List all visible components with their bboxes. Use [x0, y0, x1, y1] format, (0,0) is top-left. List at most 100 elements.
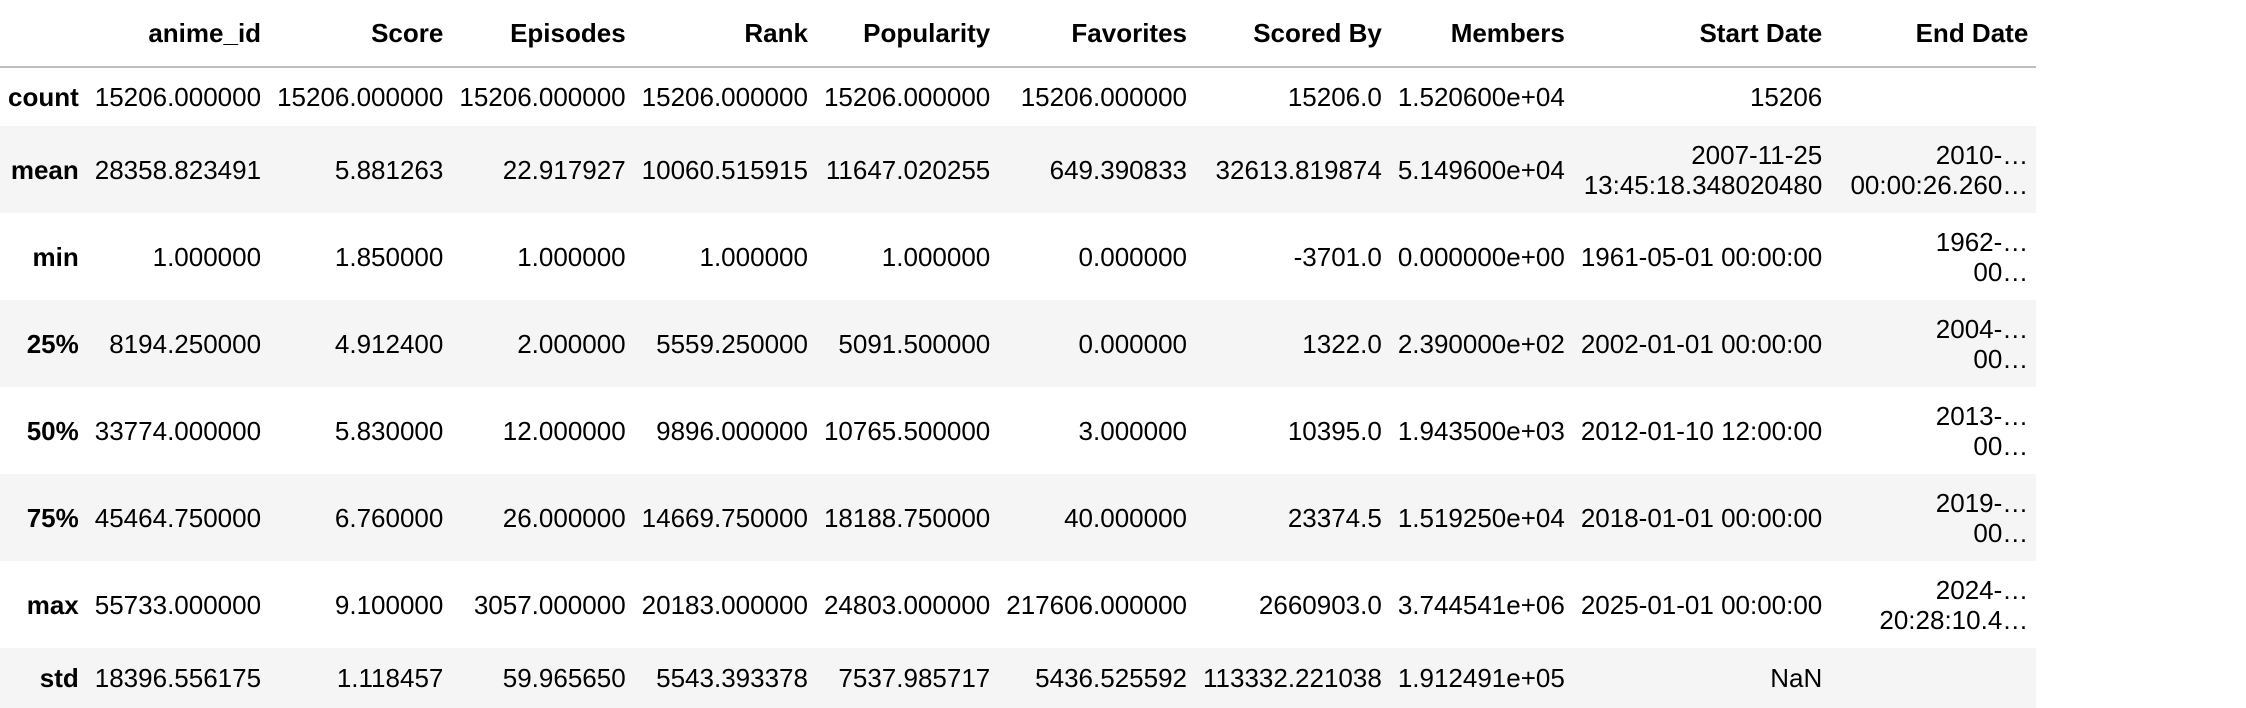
table-row: 50% 33774.000000 5.830000 12.000000 9896…	[0, 387, 2037, 474]
table-cell: 2002-01-01 00:00:00	[1580, 328, 1823, 359]
table-cell: 10395.0	[1287, 415, 1382, 446]
table-cell	[1830, 648, 2036, 708]
row-label: 50%	[26, 415, 79, 446]
table-cell: 1322.0	[1302, 328, 1382, 359]
table-cell: 15206.000000	[641, 82, 808, 112]
table-cell: 55733.000000	[94, 589, 262, 620]
table-cell: 9896.000000	[656, 415, 808, 446]
table-row: min 1.000000 1.850000 1.000000 1.000000 …	[0, 213, 2037, 300]
table-cell: 28358.823491	[94, 154, 262, 185]
table-cell: 24803.000000	[823, 589, 991, 620]
table-cell: 32613.819874	[1215, 154, 1382, 185]
table-cell: 0.000000	[1078, 241, 1187, 272]
table-cell: 1962-… 00…	[1935, 226, 2029, 287]
table-cell: 12.000000	[502, 415, 626, 446]
table-cell: 649.390833	[1049, 154, 1187, 185]
table-cell: 11647.020255	[825, 154, 991, 185]
table-cell: 15206.0	[1287, 82, 1382, 112]
table-cell: 23374.5	[1287, 502, 1382, 533]
table-cell: 15206.000000	[459, 82, 626, 112]
table-cell: 33774.000000	[94, 415, 262, 446]
table-cell: 15206.000000	[823, 82, 991, 112]
table-cell: 2019-… 00…	[1935, 487, 2029, 548]
table-cell: 18396.556175	[94, 663, 262, 693]
table-row: mean 28358.823491 5.881263 22.917927 100…	[0, 126, 2037, 213]
table-cell: 4.912400	[334, 328, 444, 359]
table-cell: 1.943500e+03	[1397, 415, 1565, 446]
index-header	[0, 0, 87, 68]
table-cell: 113332.221038	[1203, 663, 1382, 693]
table-cell: 18188.750000	[823, 502, 991, 533]
table-cell: 8194.250000	[109, 328, 262, 359]
column-header-score: Score	[269, 0, 452, 68]
table-cell: 2010-… 00:00:26.260…	[1850, 139, 2029, 200]
table-cell: 15206.000000	[1020, 82, 1187, 112]
column-header-start-date: Start Date	[1572, 0, 1831, 68]
table-cell: 5436.525592	[1035, 663, 1187, 693]
table-cell: 2660903.0	[1258, 589, 1382, 620]
table-row: 25% 8194.250000 4.912400 2.000000 5559.2…	[0, 300, 2037, 387]
column-header-popularity: Popularity	[815, 0, 999, 68]
table-cell: 5.881263	[334, 154, 444, 185]
table-cell: 2018-01-01 00:00:00	[1580, 502, 1823, 533]
table-cell: 2.390000e+02	[1397, 328, 1565, 359]
column-header-anime-id: anime_id	[86, 0, 270, 68]
table-cell	[1830, 67, 2036, 126]
table-cell: 7537.985717	[838, 663, 991, 693]
column-header-episodes: Episodes	[451, 0, 634, 68]
table-cell: 217606.000000	[1006, 589, 1187, 620]
table-row: 75% 45464.750000 6.760000 26.000000 1466…	[0, 474, 2037, 561]
table-cell: 2.000000	[517, 328, 626, 359]
table-cell: 20183.000000	[641, 589, 808, 620]
table-body: count 15206.000000 15206.000000 15206.00…	[0, 67, 2037, 708]
column-header-favorites: Favorites	[998, 0, 1195, 68]
table-cell: 15206.000000	[277, 82, 444, 112]
table-cell: 3.744541e+06	[1397, 589, 1565, 620]
column-header-scored-by: Scored By	[1195, 0, 1390, 68]
table-row: count 15206.000000 15206.000000 15206.00…	[0, 67, 2037, 126]
table-row: std 18396.556175 1.118457 59.965650 5543…	[0, 648, 2037, 708]
table-cell: 5091.500000	[838, 328, 991, 359]
column-header-rank: Rank	[633, 0, 816, 68]
table-cell: 10060.515915	[641, 154, 808, 185]
row-label: 25%	[26, 328, 79, 359]
table-cell: 1.520600e+04	[1397, 82, 1565, 112]
table-cell: 15206.000000	[94, 82, 262, 112]
header-row: anime_id Score Episodes Rank Popularity …	[0, 0, 2037, 68]
row-label: min	[32, 241, 79, 272]
table-cell: 2024-… 20:28:10.4…	[1879, 574, 2029, 635]
table-cell: 2007-11-25 13:45:18.348020480	[1583, 139, 1823, 200]
row-label: max	[26, 589, 79, 620]
table-cell: 2013-… 00…	[1935, 400, 2029, 461]
table-cell: 22.917927	[502, 154, 626, 185]
table-cell: 1961-05-01 00:00:00	[1580, 241, 1823, 272]
row-label: mean	[10, 154, 79, 185]
table-cell: 3057.000000	[473, 589, 626, 620]
table-cell: 1.850000	[334, 241, 444, 272]
table-cell: 2004-… 00…	[1935, 313, 2029, 374]
describe-table: anime_id Score Episodes Rank Popularity …	[0, 0, 2037, 708]
table-cell: 14669.750000	[641, 502, 808, 533]
table-cell: 10765.500000	[823, 415, 991, 446]
table-cell: 1.912491e+05	[1397, 663, 1565, 693]
table-cell: 5.149600e+04	[1397, 154, 1565, 185]
table-cell: 5.830000	[334, 415, 444, 446]
table-cell: 2012-01-10 12:00:00	[1580, 415, 1823, 446]
table-cell: 1.000000	[881, 241, 991, 272]
table-cell: 2025-01-01 00:00:00	[1580, 589, 1823, 620]
table-cell: 1.000000	[699, 241, 808, 272]
table-row: max 55733.000000 9.100000 3057.000000 20…	[0, 561, 2037, 648]
column-header-members: Members	[1389, 0, 1573, 68]
column-header-end-date: End Date	[1830, 0, 2037, 68]
table-cell: 0.000000	[1078, 328, 1187, 359]
table-cell: 45464.750000	[94, 502, 262, 533]
table-cell: 6.760000	[334, 502, 444, 533]
table-cell: 0.000000e+00	[1397, 241, 1565, 272]
row-label: 75%	[26, 502, 79, 533]
table-cell: 1.118457	[336, 663, 444, 693]
table-cell: -3701.0	[1293, 241, 1382, 272]
row-label: count	[8, 82, 79, 112]
table-cell: NaN	[1770, 663, 1823, 693]
table-cell: 3.000000	[1078, 415, 1187, 446]
table-cell: 15206	[1749, 82, 1823, 112]
